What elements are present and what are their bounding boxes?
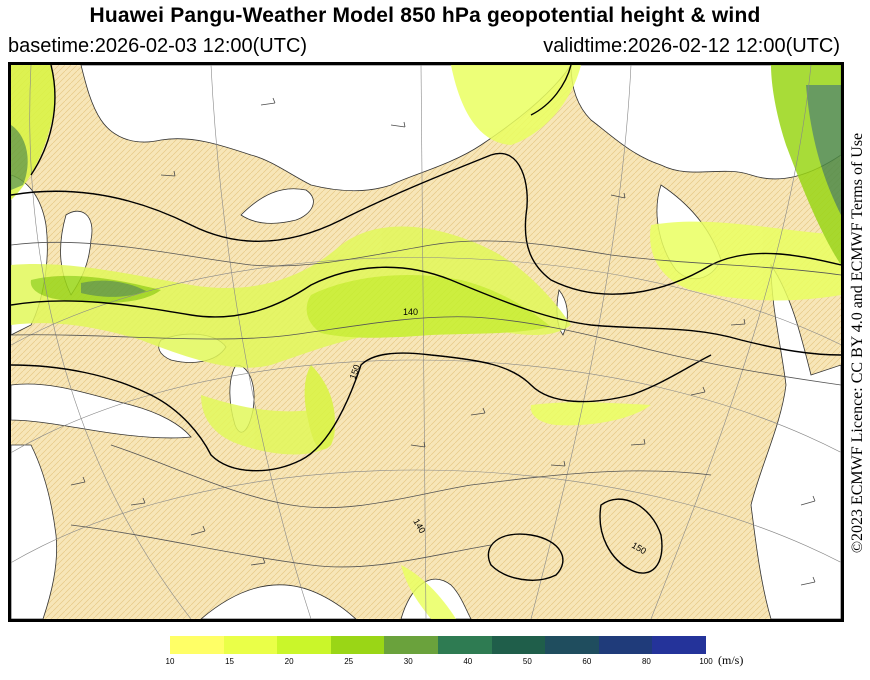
basetime-label: basetime:2026-02-03 12:00(UTC) (8, 35, 308, 57)
jet-core-dark (81, 280, 146, 297)
colorbar-segment (491, 636, 546, 654)
colorbar-tick-label: 40 (463, 657, 473, 666)
red-sea (11, 444, 57, 619)
colorbar-segment (545, 636, 599, 654)
arctic-ocean (80, 65, 572, 192)
arabian-sea (200, 584, 357, 619)
colorbar-tick-label: 100 (699, 657, 713, 666)
map-canvas: 140 150 140 150 (11, 65, 841, 619)
colorbar (170, 636, 706, 654)
nw-core (11, 125, 28, 190)
colorbar-tick-label: 15 (225, 657, 234, 666)
colorbar-unit: (m/s) (718, 653, 744, 667)
colorbar-segment (384, 636, 438, 654)
colorbar-tick-label: 20 (284, 657, 294, 666)
contour-label: 140 (403, 307, 418, 317)
barents-coast (240, 188, 314, 224)
pacific-east (750, 263, 841, 619)
colorbar-segment (652, 636, 706, 654)
colorbar-segment (437, 636, 492, 654)
wind-barbs (70, 97, 816, 586)
colorbar-segment (223, 636, 278, 654)
colorbar-segment (277, 636, 331, 654)
thin-contours (11, 240, 841, 568)
colorbar-ticks: 10 15 20 25 30 40 50 60 80 100 (166, 657, 713, 669)
height-contours (11, 65, 841, 581)
colorbar-segment (598, 636, 653, 654)
map-title: Huawei Pangu-Weather Model 850 hPa geopo… (89, 4, 761, 27)
colorbar-tick-label: 80 (641, 657, 651, 666)
colorbar-tick-label: 30 (403, 657, 413, 666)
graticule (11, 65, 841, 619)
weather-map: 140 150 140 150 (8, 62, 844, 622)
jet-band-central (306, 275, 551, 338)
ne-core (806, 85, 841, 215)
validtime-label: validtime:2026-02-12 12:00(UTC) (543, 35, 840, 57)
arctic-band (451, 65, 581, 145)
tibet-band (530, 402, 651, 426)
credit-text: ©2023 ECMWF Licence: CC BY 4.0 and ECMWF… (849, 132, 866, 554)
contour-label: 150 (347, 363, 362, 381)
colorbar-tick-label: 60 (582, 657, 592, 666)
caucasus-band (201, 395, 335, 455)
colorbar-tick-label: 25 (344, 657, 354, 666)
east-band (650, 221, 841, 301)
colorbar-segment (330, 636, 385, 654)
se-band (401, 565, 456, 619)
colorbar-tick-label: 50 (522, 657, 532, 666)
central-asia-band (304, 365, 335, 450)
colorbar-segment (170, 636, 224, 654)
colorbar-tick-label: 10 (165, 657, 175, 666)
